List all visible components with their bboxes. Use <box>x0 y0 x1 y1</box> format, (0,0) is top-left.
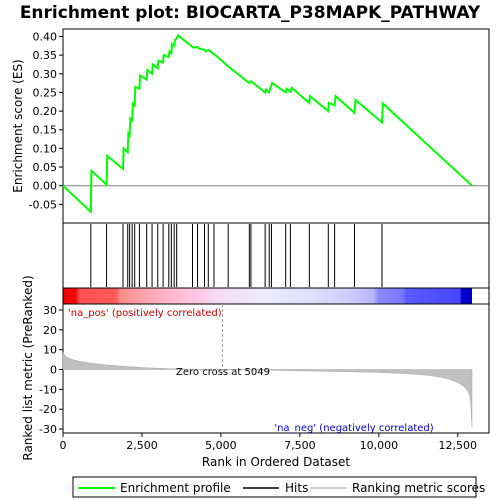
es-y-axis: -0.05 0.00 0.05 0.10 0.15 0.20 0.25 0.30 0.35 0.4… <box>29 30 63 211</box>
es-y-tick-label: 0.00 <box>33 180 58 193</box>
x-tick-label: 7,500 <box>284 439 316 452</box>
legend-box <box>72 476 477 498</box>
metric-y-tick-label: -10 <box>39 383 57 396</box>
rank-heat-bar <box>63 288 472 304</box>
metric-y-tick-label: -30 <box>39 423 57 436</box>
metric-x-axis-label: Rank in Ordered Dataset <box>202 455 350 469</box>
hits-panel-frame <box>62 222 490 289</box>
zero-cross-label: Zero cross at 5049 <box>176 367 270 378</box>
metric-y-axis-label: Ranked list metric (PreRanked) <box>21 275 35 460</box>
es-y-axis-label: Enrichment score (ES) <box>11 59 25 192</box>
es-y-tick-label: 0.25 <box>33 86 58 99</box>
metric-y-axis: -30 -20 -10 0 10 20 30 <box>39 304 63 436</box>
pos-correlation-label: 'na_pos' (positively correlated) <box>68 308 222 319</box>
es-y-tick-label: 0.20 <box>33 105 58 118</box>
legend-profile-label: Enrichment profile <box>120 481 231 495</box>
legend-hits-label: Hits <box>285 481 308 495</box>
metric-x-axis: 0 2,500 5,000 7,500 10,000 12,500 <box>60 433 478 452</box>
x-tick-label: 12,500 <box>439 439 478 452</box>
x-tick-label: 0 <box>60 439 67 452</box>
x-tick-label: 10,000 <box>360 439 399 452</box>
metric-y-tick-label: 10 <box>43 344 57 357</box>
enrichment-profile-line <box>62 33 473 215</box>
x-tick-label: 2,500 <box>126 439 158 452</box>
x-tick-label: 5,000 <box>205 439 237 452</box>
es-y-tick-label: -0.05 <box>29 198 57 211</box>
metric-y-tick-label: 0 <box>50 363 57 376</box>
metric-y-tick-label: 20 <box>43 324 57 337</box>
es-y-tick-label: 0.30 <box>33 68 58 81</box>
metric-y-tick-label: 30 <box>43 304 57 317</box>
es-y-tick-label: 0.35 <box>33 49 58 62</box>
hits-panel <box>90 224 383 287</box>
metric-y-tick-label: -20 <box>39 403 57 416</box>
neg-correlation-label: 'na_neg' (negatively correlated) <box>274 423 433 434</box>
es-y-tick-label: 0.10 <box>33 142 58 155</box>
legend-metric-label: Ranking metric scores <box>352 481 485 495</box>
es-panel-frame <box>62 28 490 224</box>
chart-title: Enrichment plot: BIOCARTA_P38MAPK_PATHWA… <box>20 3 481 23</box>
es-y-tick-label: 0.40 <box>33 30 58 43</box>
ranking-metric-area <box>62 351 473 428</box>
es-y-tick-label: 0.15 <box>33 124 58 137</box>
es-y-tick-label: 0.05 <box>33 161 58 174</box>
